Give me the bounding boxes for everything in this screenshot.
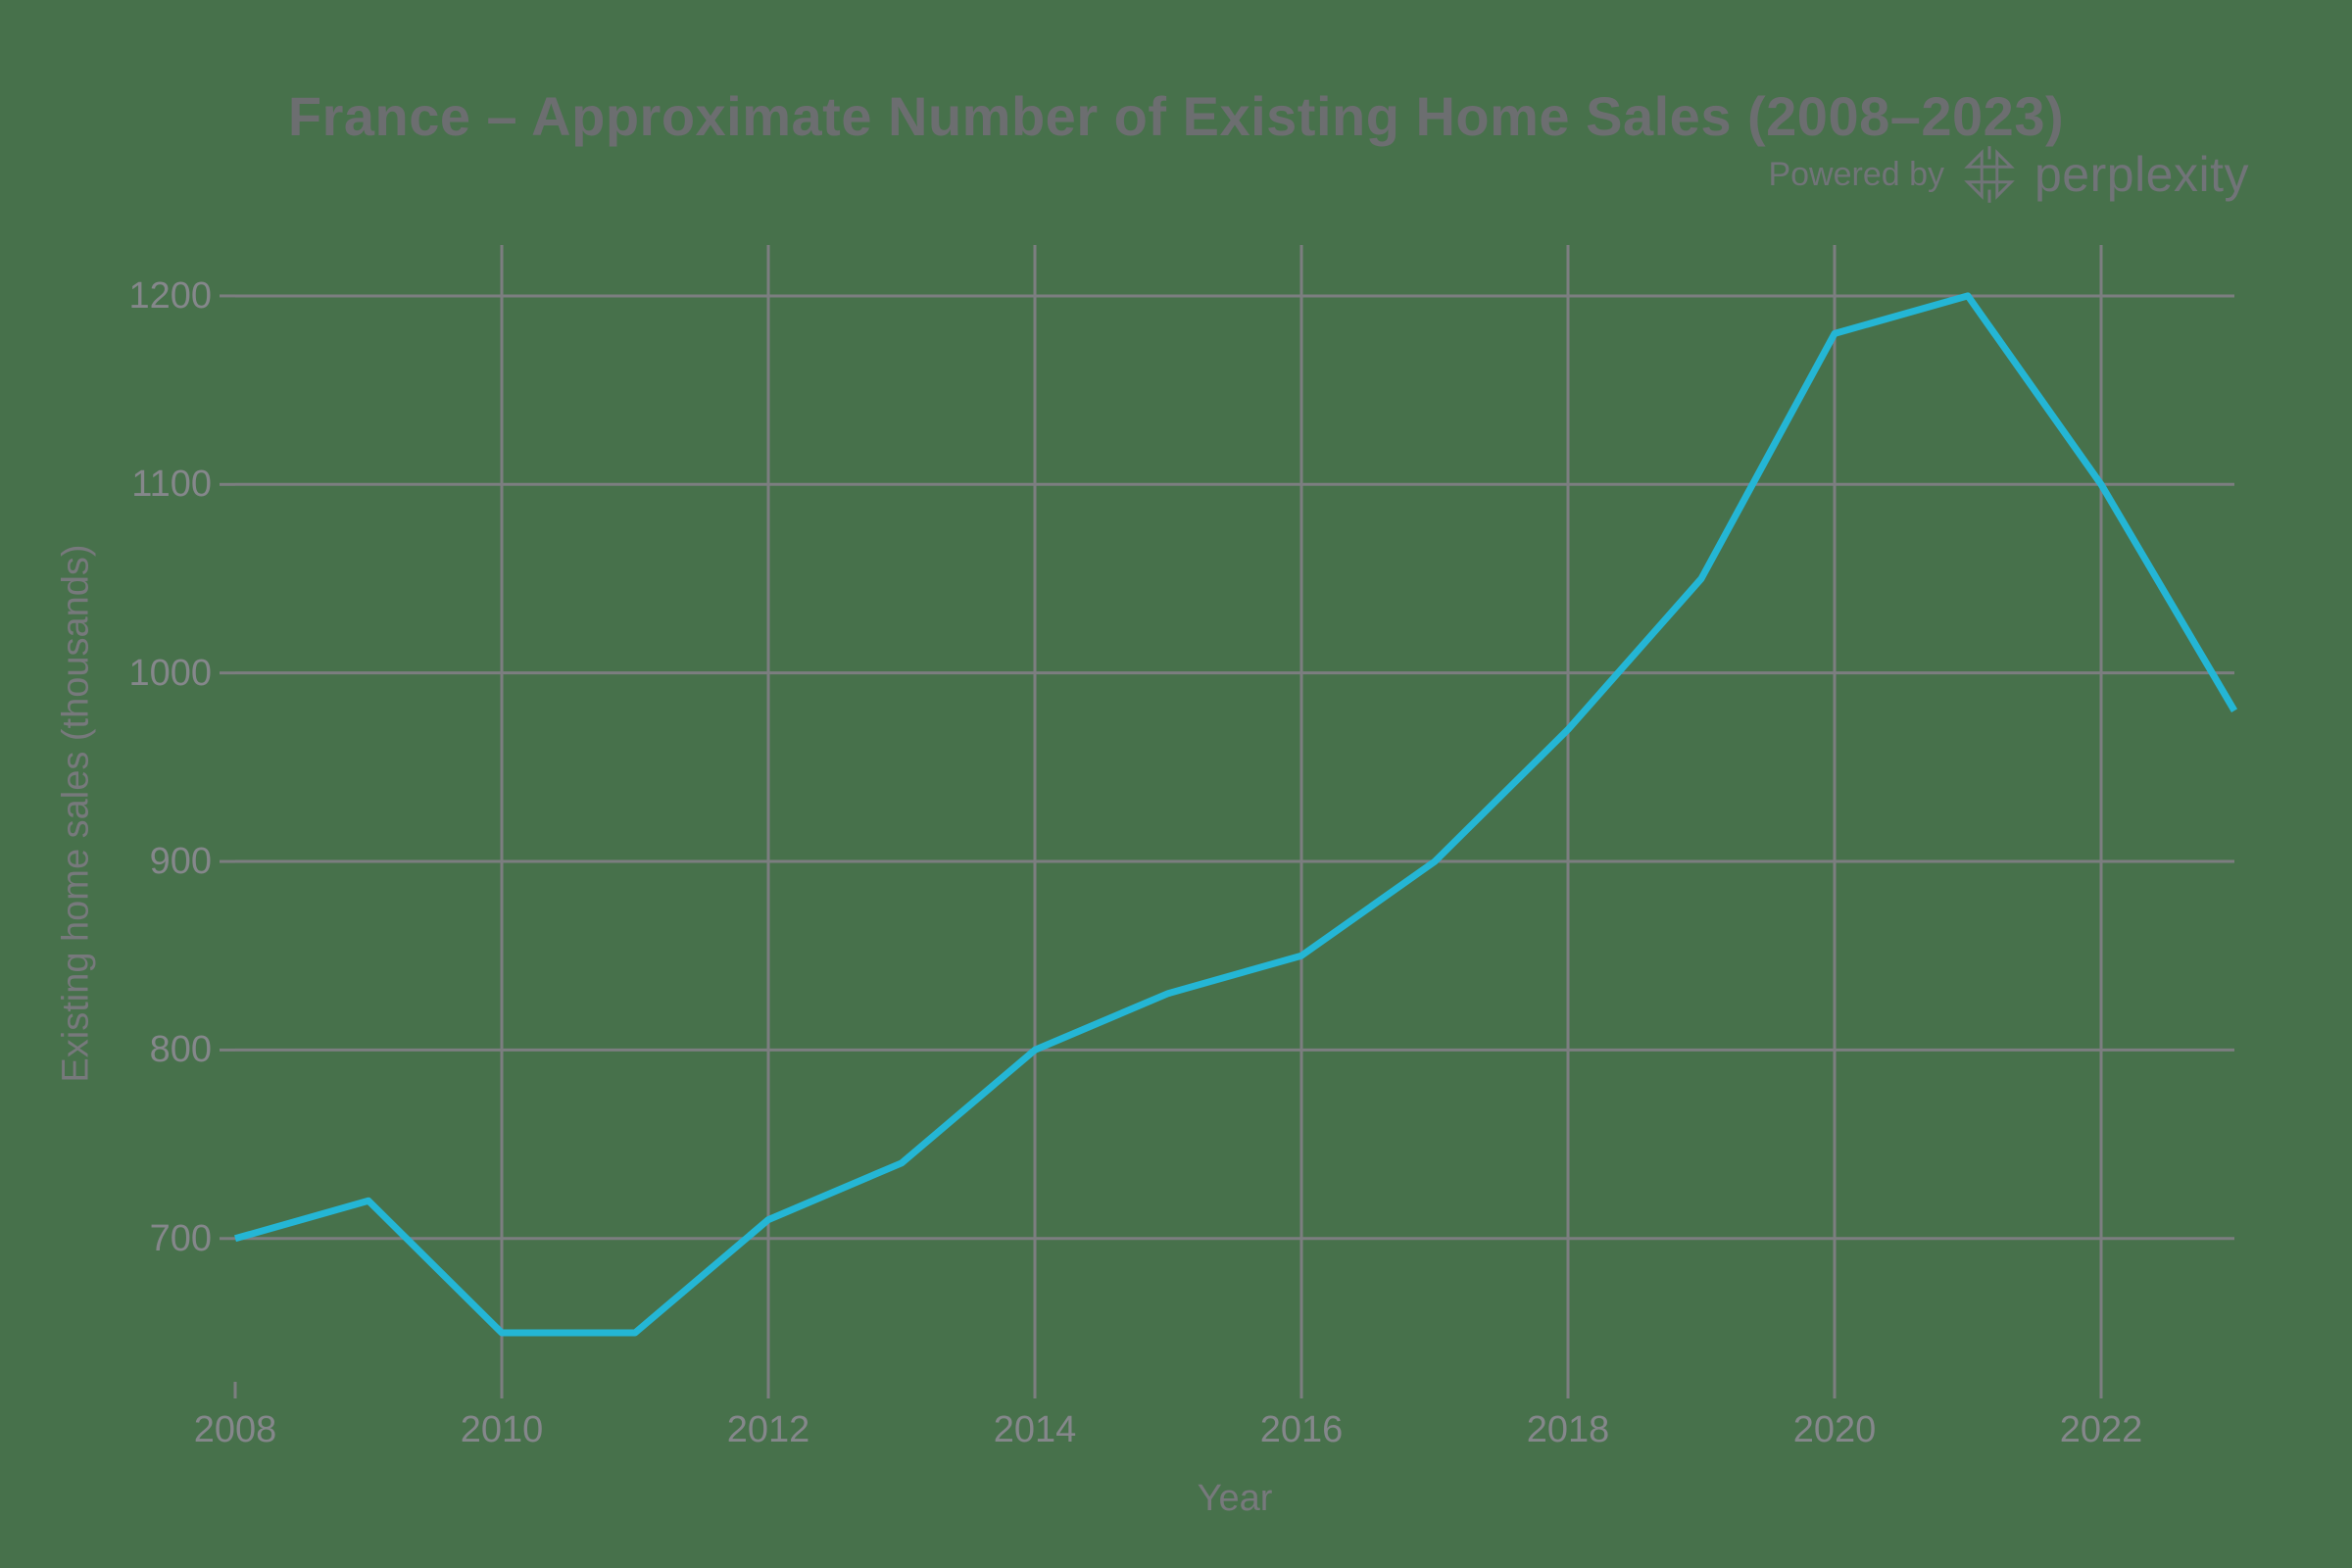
y-tick-label: 900 — [149, 841, 212, 883]
y-tick-label: 1200 — [128, 274, 212, 317]
y-tick-label: 800 — [149, 1029, 212, 1071]
powered-by-label: Powered by — [1768, 155, 1944, 193]
x-tick-label: 2018 — [1526, 1409, 1610, 1450]
x-tick-label: 2014 — [993, 1409, 1077, 1450]
powered-by-badge: Powered by perplexity — [1768, 135, 2249, 214]
x-tick-label: 2016 — [1259, 1409, 1344, 1450]
perplexity-wordmark: perplexity — [2034, 147, 2249, 202]
x-tick-label: 2020 — [1792, 1409, 1877, 1450]
x-tick-label: 2012 — [726, 1409, 810, 1450]
y-tick-label: 1000 — [128, 652, 212, 694]
x-tick-label: 2008 — [193, 1409, 277, 1450]
chart-title: France – Approximate Number of Existing … — [287, 85, 2065, 147]
perplexity-logo-icon — [1964, 146, 2015, 203]
y-tick-label: 1100 — [131, 464, 212, 506]
x-axis-title: Year — [1197, 1478, 1273, 1519]
y-tick-label: 700 — [149, 1217, 212, 1259]
x-tick-label: 2010 — [460, 1409, 544, 1450]
sales-line — [234, 292, 2238, 1337]
y-axis-title: Existing home sales (thousands) — [55, 544, 97, 1083]
x-tick-label: 2022 — [2059, 1409, 2143, 1450]
